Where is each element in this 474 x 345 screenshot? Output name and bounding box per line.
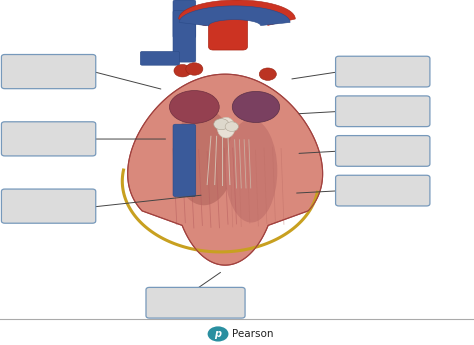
Ellipse shape: [173, 109, 235, 205]
FancyBboxPatch shape: [1, 122, 96, 156]
Circle shape: [259, 68, 276, 80]
Circle shape: [186, 63, 203, 75]
FancyBboxPatch shape: [146, 287, 245, 318]
PathPatch shape: [128, 74, 323, 265]
Circle shape: [214, 119, 229, 130]
Ellipse shape: [232, 91, 280, 122]
Ellipse shape: [217, 117, 235, 138]
FancyBboxPatch shape: [336, 56, 430, 87]
FancyBboxPatch shape: [173, 10, 196, 62]
PathPatch shape: [179, 6, 290, 26]
FancyBboxPatch shape: [1, 55, 96, 89]
FancyBboxPatch shape: [1, 189, 96, 223]
Circle shape: [174, 65, 191, 77]
Text: Pearson: Pearson: [232, 329, 274, 339]
FancyBboxPatch shape: [140, 51, 180, 65]
FancyBboxPatch shape: [173, 124, 196, 197]
Circle shape: [208, 326, 228, 342]
FancyBboxPatch shape: [173, 0, 196, 38]
Ellipse shape: [169, 91, 219, 124]
PathPatch shape: [179, 0, 295, 26]
Text: p: p: [215, 329, 221, 339]
FancyBboxPatch shape: [336, 96, 430, 127]
Circle shape: [225, 122, 238, 131]
FancyBboxPatch shape: [336, 175, 430, 206]
FancyBboxPatch shape: [209, 3, 247, 50]
Ellipse shape: [225, 119, 277, 223]
FancyBboxPatch shape: [336, 136, 430, 166]
